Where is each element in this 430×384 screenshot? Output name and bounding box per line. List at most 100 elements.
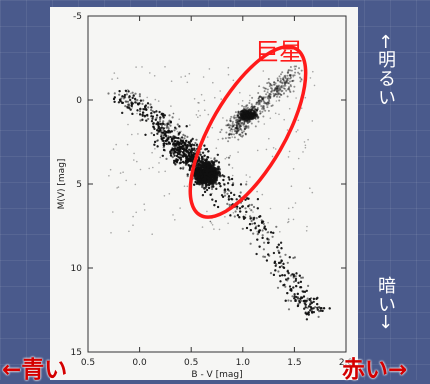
star-point	[251, 106, 254, 109]
star-point	[295, 97, 297, 99]
star-point	[217, 161, 221, 164]
star-point	[150, 120, 154, 123]
star-point	[269, 84, 272, 87]
star-point	[243, 122, 245, 125]
star-point	[239, 124, 242, 127]
star-point	[304, 303, 307, 306]
star-point	[257, 231, 260, 234]
star-point	[202, 169, 205, 173]
star-point	[282, 87, 285, 90]
star-point	[146, 96, 148, 99]
star-point	[113, 96, 116, 99]
star-point	[154, 140, 157, 143]
star-point	[165, 134, 168, 137]
star-point	[225, 156, 228, 159]
star-point	[273, 89, 276, 92]
star-point	[240, 122, 243, 125]
star-point	[257, 100, 260, 103]
star-point	[263, 241, 266, 244]
star-point	[132, 94, 135, 97]
star-point	[216, 169, 220, 173]
star-point	[164, 66, 166, 68]
star-point	[264, 109, 267, 112]
star-point	[207, 183, 211, 186]
star-point	[265, 93, 268, 96]
star-point	[218, 228, 221, 231]
star-point	[222, 182, 225, 185]
star-point	[174, 136, 177, 139]
star-point	[231, 136, 234, 138]
star-point	[184, 134, 187, 137]
star-point	[198, 102, 200, 104]
star-point	[125, 91, 128, 93]
star-point	[243, 125, 246, 128]
star-point	[305, 313, 308, 316]
star-point	[279, 80, 281, 83]
star-point	[144, 133, 147, 136]
star-point	[262, 115, 265, 118]
star-point	[212, 81, 214, 84]
star-point	[288, 256, 291, 259]
star-point	[251, 115, 255, 118]
star-point	[127, 88, 129, 91]
star-point	[281, 89, 284, 92]
star-point	[204, 159, 208, 162]
star-point	[188, 148, 191, 151]
star-point	[248, 99, 251, 102]
star-point	[153, 127, 156, 130]
star-point	[160, 126, 163, 129]
star-point	[263, 96, 265, 99]
star-point	[203, 99, 206, 102]
star-point	[258, 103, 261, 106]
star-point	[244, 198, 247, 201]
star-point	[266, 88, 269, 91]
star-point	[244, 133, 247, 136]
star-point	[311, 120, 314, 122]
star-point	[161, 122, 164, 125]
star-point	[284, 253, 287, 256]
star-point	[328, 307, 331, 310]
star-point	[302, 295, 306, 298]
star-point	[238, 207, 242, 210]
star-point	[206, 210, 208, 213]
star-point	[277, 84, 280, 87]
star-point	[243, 128, 246, 131]
star-point	[279, 93, 282, 96]
star-point	[272, 83, 275, 86]
star-point	[258, 229, 261, 232]
star-point	[285, 79, 288, 82]
star-point	[253, 222, 256, 225]
star-point	[172, 152, 175, 155]
star-point	[307, 138, 309, 141]
star-point	[211, 184, 215, 187]
star-point	[235, 124, 238, 127]
star-point	[122, 171, 124, 173]
star-point	[237, 110, 240, 113]
star-point	[276, 85, 279, 88]
star-point	[130, 104, 133, 107]
star-point	[233, 128, 236, 131]
star-point	[240, 129, 243, 132]
star-point	[269, 83, 272, 86]
star-point	[112, 211, 114, 213]
star-point	[227, 133, 230, 135]
star-point	[270, 90, 273, 93]
bright-label: ←明るい	[375, 34, 396, 108]
star-point	[243, 122, 246, 124]
star-point	[235, 121, 238, 124]
star-point	[284, 76, 287, 79]
star-point	[193, 147, 195, 149]
star-point	[237, 138, 240, 141]
star-point	[262, 86, 265, 89]
star-point	[247, 125, 250, 128]
star-point	[227, 198, 230, 201]
star-point	[274, 264, 277, 267]
star-point	[258, 101, 261, 104]
star-point	[154, 118, 157, 121]
star-point	[251, 109, 254, 112]
star-point	[169, 149, 172, 151]
star-point	[201, 183, 204, 187]
star-point	[128, 107, 131, 110]
star-point	[158, 162, 160, 164]
star-point	[247, 197, 250, 200]
